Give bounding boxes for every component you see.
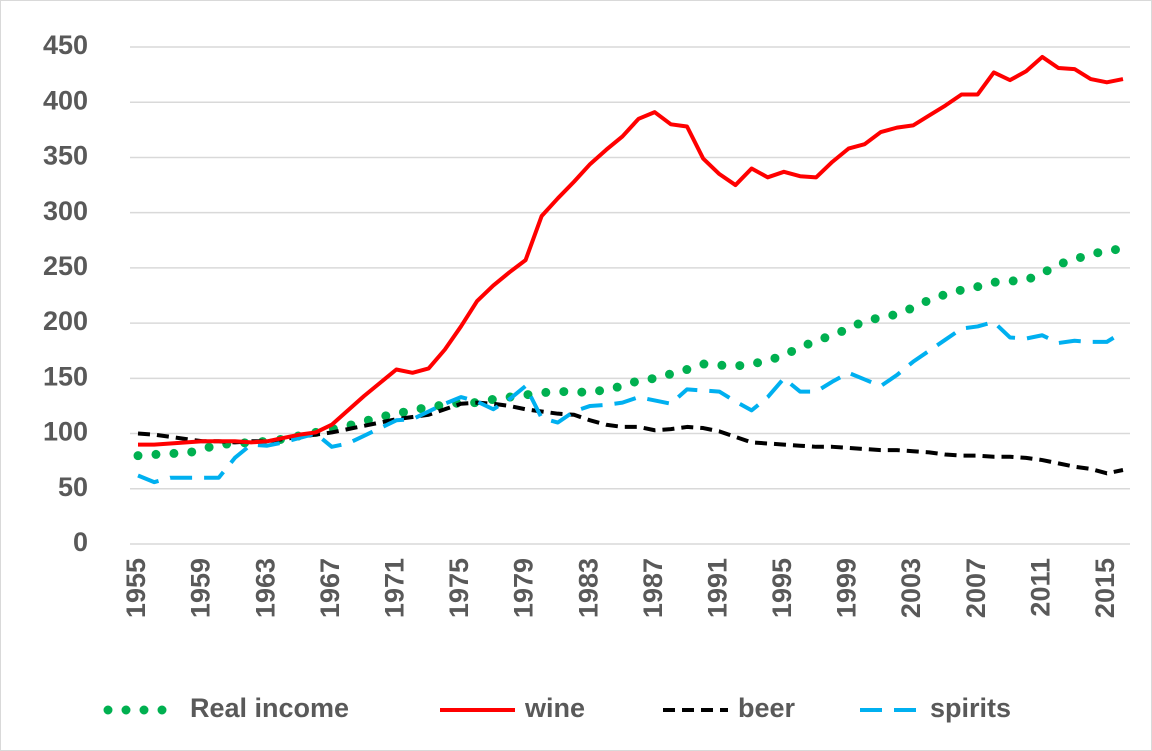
legend-label: spirits (930, 693, 1011, 723)
y-tick-label: 100 (43, 417, 88, 447)
y-tick-label: 200 (43, 306, 88, 336)
x-tick-label: 1959 (186, 558, 216, 618)
series-line (137, 400, 1124, 476)
legend-label: beer (738, 693, 796, 723)
y-tick-label: 150 (43, 361, 88, 391)
x-tick-label: 2011 (1025, 558, 1055, 617)
series-line (137, 320, 1125, 485)
y-tick-label: 400 (43, 85, 88, 115)
legend-label: wine (524, 693, 585, 723)
x-tick-label: 1983 (573, 558, 603, 618)
x-tick-label: 2003 (896, 558, 926, 618)
x-tick-label: 1955 (121, 558, 151, 618)
legend-label: Real income (190, 693, 349, 723)
y-tick-label: 0 (73, 527, 88, 557)
y-tick-label: 450 (43, 30, 88, 60)
x-tick-label: 2015 (1090, 558, 1120, 618)
series-line (138, 54, 1124, 447)
x-tick-label: 1991 (702, 558, 732, 618)
x-tick-label: 1971 (379, 558, 409, 618)
x-tick-label: 1975 (444, 558, 474, 618)
y-tick-label: 300 (43, 196, 88, 226)
y-tick-label: 250 (43, 251, 88, 281)
x-tick-label: 2007 (961, 558, 991, 618)
x-tick-label: 1979 (509, 558, 539, 618)
x-tick-label: 1963 (250, 558, 280, 618)
x-tick-label: 1999 (832, 558, 862, 618)
x-tick-label: 1967 (315, 558, 345, 618)
y-tick-label: 350 (43, 141, 88, 171)
x-tick-label: 1995 (767, 558, 797, 618)
y-tick-label: 50 (58, 472, 88, 502)
x-tick-label: 1987 (638, 558, 668, 618)
